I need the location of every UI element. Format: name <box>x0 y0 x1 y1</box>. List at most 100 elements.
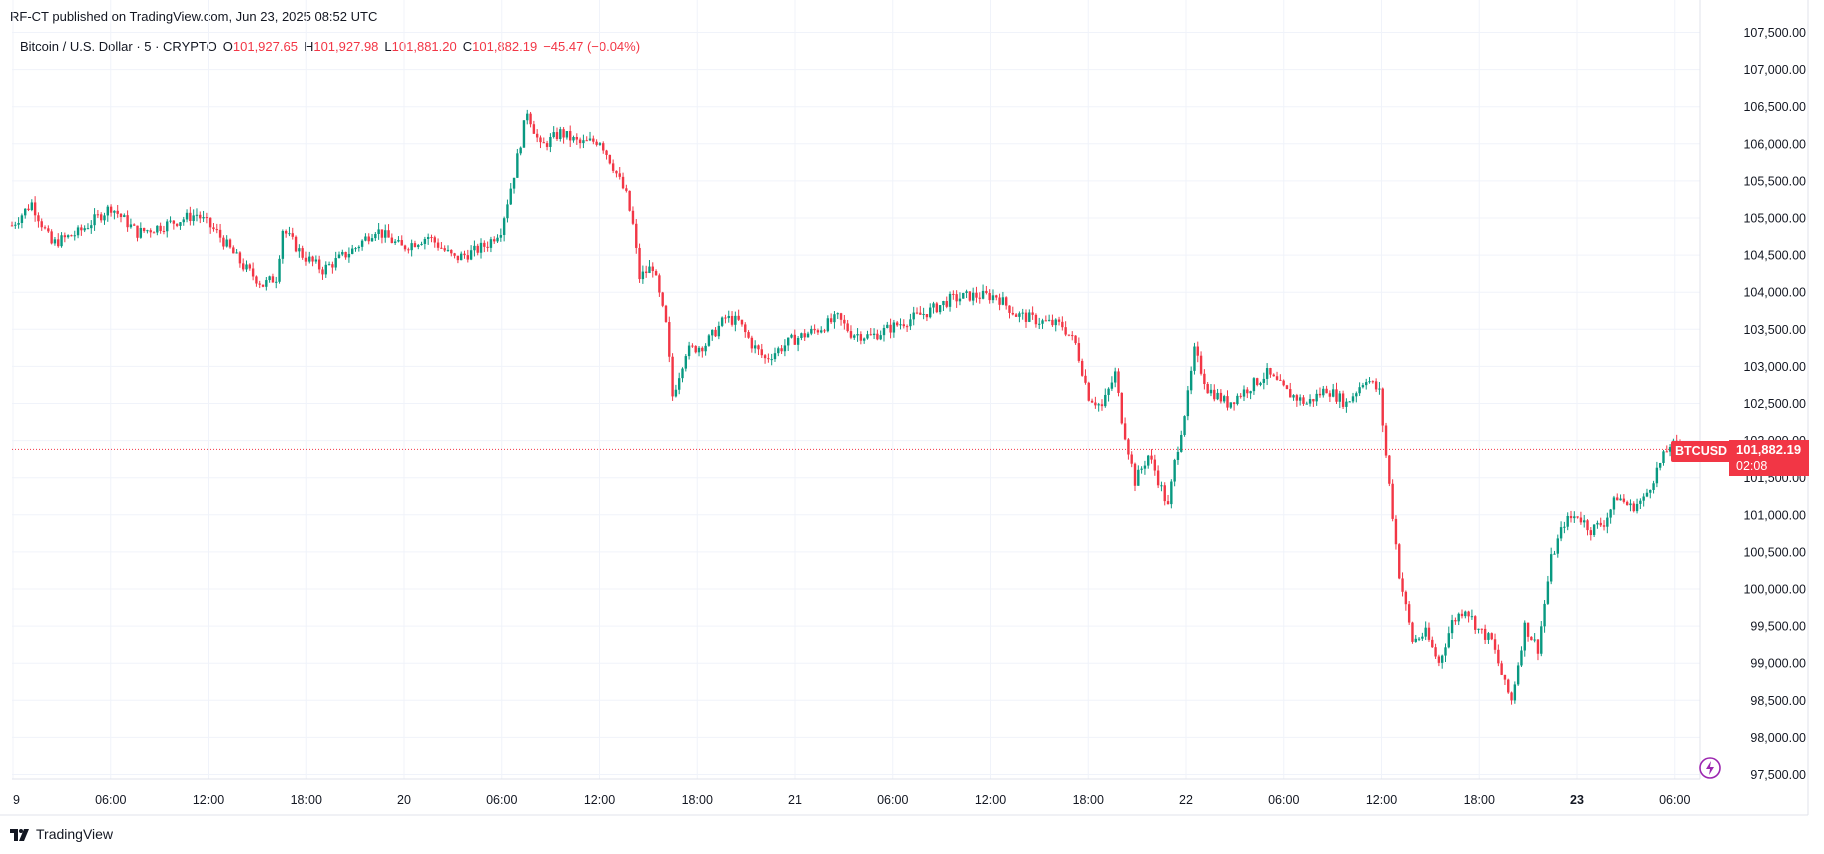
candle-down <box>644 271 648 274</box>
candle-down <box>1510 692 1513 701</box>
candle-up <box>324 264 327 275</box>
candle-down <box>1289 389 1292 398</box>
candle-up <box>202 217 205 219</box>
candle-down <box>1493 639 1497 650</box>
candle-down <box>1226 396 1229 408</box>
candle-down <box>625 188 628 191</box>
candle-down <box>585 140 588 142</box>
candle-up <box>1516 665 1520 685</box>
candle-down <box>760 349 763 356</box>
candle-down <box>1295 395 1299 401</box>
candle-down <box>1490 633 1493 640</box>
candle-up <box>506 204 509 219</box>
candle-up <box>1259 382 1262 385</box>
candle-down <box>876 333 879 340</box>
candle-down <box>1665 451 1668 453</box>
candle-down <box>952 293 955 295</box>
tradingview-logo-icon <box>10 828 30 841</box>
candle-up <box>1173 459 1176 482</box>
candle-up <box>129 224 133 228</box>
candle-down <box>602 143 605 151</box>
candle-down <box>1213 389 1216 400</box>
candle-down <box>915 312 919 314</box>
time-tick-label: 18:00 <box>291 793 322 807</box>
candle-down <box>142 227 146 232</box>
candle-down <box>1150 455 1153 460</box>
candle-down <box>1090 400 1094 403</box>
candle-down <box>486 246 489 248</box>
candle-up <box>856 334 859 336</box>
candle-up <box>397 240 400 242</box>
candle-up <box>981 290 985 299</box>
candle-down <box>228 239 232 248</box>
candle-up <box>1642 496 1645 501</box>
candle-down <box>463 253 466 256</box>
candle-down <box>1632 503 1635 512</box>
candle-down <box>1328 393 1332 397</box>
candle-down <box>658 275 661 293</box>
candle-up <box>1183 416 1186 435</box>
lightning-icon[interactable] <box>1697 755 1723 781</box>
candle-up <box>1097 404 1100 406</box>
candle-down <box>258 283 261 285</box>
candle-up <box>786 337 790 346</box>
candle-up <box>1170 481 1173 505</box>
candle-down <box>1589 530 1593 536</box>
candle-up <box>374 234 377 239</box>
candle-up <box>1457 613 1460 622</box>
candle-up <box>1556 538 1559 554</box>
candle-down <box>671 356 674 397</box>
footer-brand[interactable]: TradingView <box>10 826 113 842</box>
symbol-name[interactable]: Bitcoin / U.S. Dollar · 5 · CRYPTO <box>20 39 217 54</box>
candle-up <box>836 313 839 315</box>
candle-down <box>654 271 658 276</box>
time-tick-label: 06:00 <box>95 793 126 807</box>
candle-up <box>938 305 942 313</box>
candle-down <box>608 154 612 164</box>
price-tick-label: 100,500.00 <box>1743 545 1806 559</box>
candle-down <box>1507 679 1510 693</box>
candle-down <box>1434 647 1437 657</box>
candle-down <box>149 230 152 233</box>
candle-up <box>552 132 555 138</box>
bar-countdown: 02:08 <box>1736 459 1768 473</box>
candle-down <box>50 231 53 244</box>
candle-down <box>403 245 407 250</box>
price-tick-label: 102,500.00 <box>1743 397 1806 411</box>
candle-down <box>750 337 754 349</box>
candle-up <box>420 243 423 245</box>
candle-up <box>314 259 318 262</box>
candle-down <box>1467 611 1470 617</box>
candle-up <box>502 218 506 236</box>
candle-down <box>664 305 668 323</box>
time-tick-label: 18:00 <box>682 793 713 807</box>
candle-up <box>899 324 902 326</box>
time-tick-label: 12:00 <box>193 793 224 807</box>
price-tick-label: 106,500.00 <box>1743 100 1806 114</box>
candle-down <box>1285 385 1289 390</box>
candle-down <box>889 324 892 333</box>
price-tick-label: 99,000.00 <box>1750 657 1806 671</box>
candle-up <box>334 258 337 268</box>
candle-up <box>1262 378 1266 383</box>
candle-down <box>816 330 820 333</box>
candle-down <box>1483 628 1487 640</box>
candle-down <box>248 264 252 269</box>
candle-down <box>40 221 43 228</box>
candle-up <box>519 147 522 154</box>
candle-down <box>975 292 978 298</box>
candle-down <box>1401 578 1404 592</box>
candle-down <box>1239 395 1242 397</box>
candle-up <box>377 229 380 235</box>
candle-up <box>559 129 562 139</box>
candle-up <box>1222 396 1226 402</box>
candle-up <box>17 223 20 225</box>
candle-down <box>621 176 625 189</box>
candle-up <box>582 140 585 144</box>
candle-down <box>1579 517 1583 523</box>
candle-down <box>1586 520 1589 531</box>
candle-down <box>453 253 456 256</box>
candle-up <box>826 318 830 332</box>
candle-up <box>410 243 413 251</box>
